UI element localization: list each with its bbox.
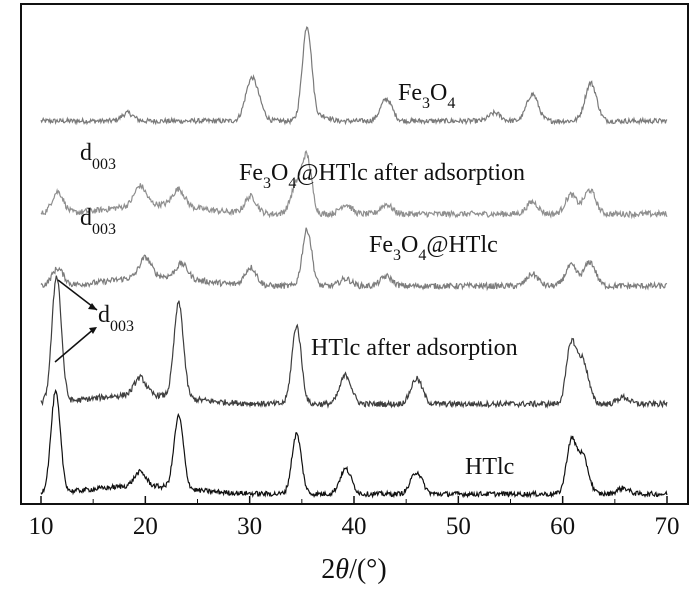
series-line-htlc: [40, 388, 668, 499]
x-tick-label-10: 10: [29, 513, 54, 540]
x-tick-label-40: 40: [342, 513, 367, 540]
x-tick-label-20: 20: [133, 513, 158, 540]
annotation-d003-upper: d003: [80, 140, 116, 173]
annotation-arrow-upper: [57, 279, 98, 311]
series-label-fe3o4-htlc-after-adsorption: Fe3O4@HTlc after adsorption: [239, 160, 525, 192]
series-label-fe3o4: Fe3O4: [398, 80, 455, 112]
series-label-fe3o4-htlc: Fe3O4@HTlc: [369, 232, 498, 264]
annotation-arrowhead-lower: [89, 327, 97, 334]
annotation-d003-lower: d003: [98, 302, 134, 335]
series-label-htlc: HTlc: [465, 454, 514, 480]
plot-frame: [20, 3, 689, 505]
series-line-fe3o4-htlc: [40, 227, 668, 292]
annotation-arrow-lower: [54, 327, 96, 363]
x-axis-label: 2θ/(°): [321, 554, 386, 585]
series-line-fe3o4: [40, 26, 668, 126]
x-tick-label-50: 50: [446, 513, 471, 540]
x-ticks: 10 20 30 40 50 60 70: [29, 496, 680, 540]
annotation-d003-middle: d003: [80, 205, 116, 238]
x-tick-label-70: 70: [655, 513, 680, 540]
series-line-fe3o4-htlc-after-adsorption: [40, 149, 668, 220]
series-layer: [40, 26, 668, 499]
x-tick-label-30: 30: [237, 513, 262, 540]
annotation-arrowhead-upper: [88, 303, 97, 310]
x-tick-label-60: 60: [550, 513, 575, 540]
series-line-htlc-after-adsorption: [40, 275, 668, 409]
series-label-htlc-after-adsorption: HTlc after adsorption: [311, 335, 518, 361]
